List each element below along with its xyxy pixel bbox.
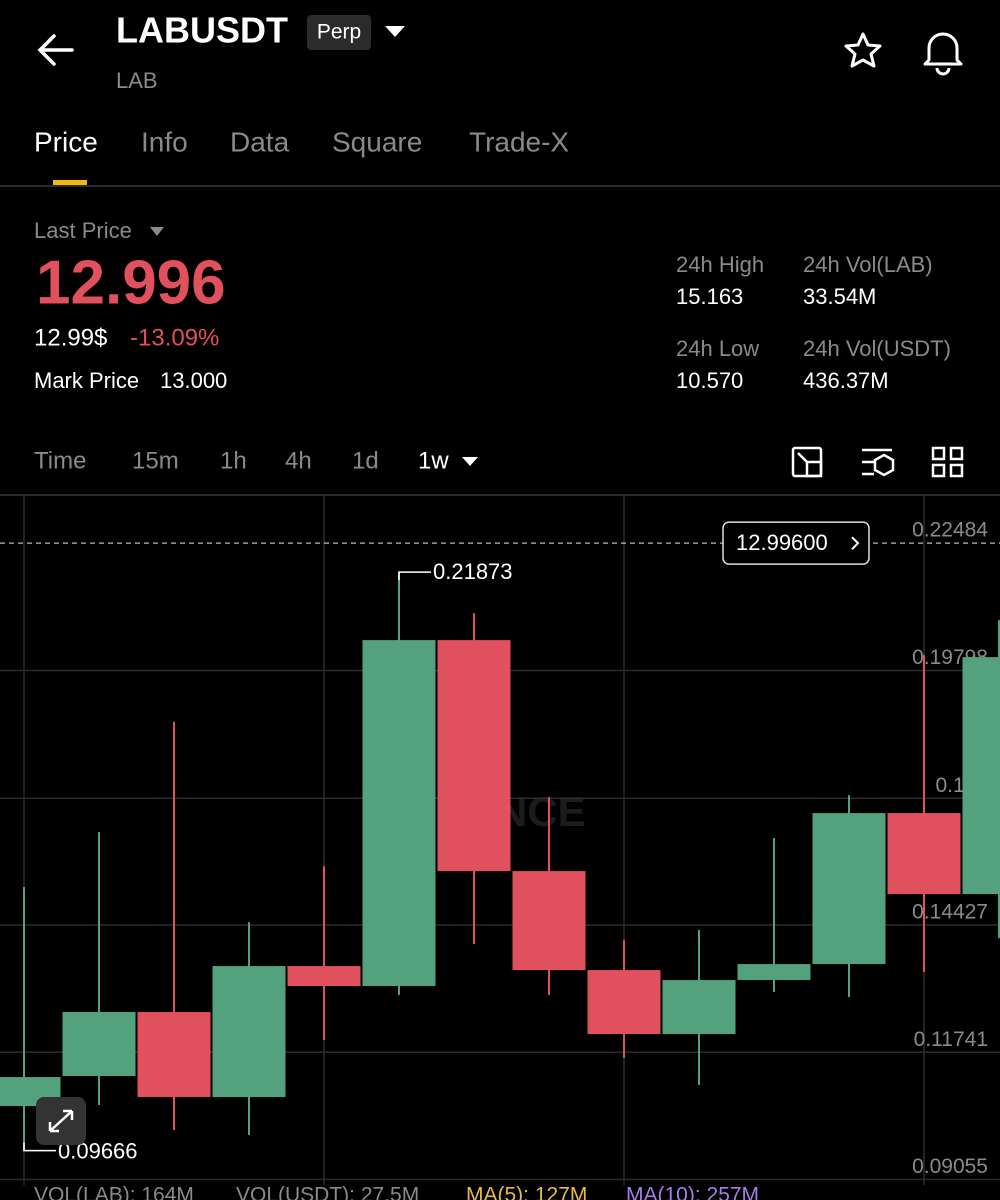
- min-leader: [23, 1142, 56, 1152]
- stat-value: 15.163: [676, 284, 743, 309]
- timeframe[interactable]: 4h: [285, 447, 312, 474]
- indicator-label: VOL(USDT): 27.5M: [236, 1184, 419, 1200]
- timeframe[interactable]: 1h: [220, 447, 247, 474]
- timeframe: Time: [34, 447, 86, 474]
- candle-body: [587, 970, 661, 1035]
- max-leader: [398, 571, 431, 581]
- candle-body: [437, 640, 511, 872]
- tab[interactable]: Data: [230, 126, 290, 157]
- alert-icon[interactable]: [923, 32, 963, 76]
- price-line-label[interactable]: 12.99600: [736, 530, 828, 555]
- price-change: -13.09%: [130, 324, 219, 351]
- price-type-dropdown[interactable]: [150, 227, 164, 236]
- timeframe[interactable]: 15m: [132, 447, 179, 474]
- stat-label: 24h Vol(USDT): [803, 336, 951, 361]
- timeframe[interactable]: 1d: [352, 447, 379, 474]
- candle-body: [137, 1012, 211, 1098]
- candle-body: [887, 813, 961, 895]
- stat-value: 436.37M: [803, 368, 889, 393]
- y-tick-label: 0.09055: [912, 1155, 988, 1178]
- candle-body: [962, 657, 1000, 895]
- favorite-icon[interactable]: [844, 32, 882, 68]
- indicator-label: MA(5): 127M: [466, 1184, 587, 1200]
- candle-body: [512, 871, 586, 971]
- timeframe[interactable]: 1w: [418, 447, 449, 474]
- candle-body: [212, 966, 286, 1098]
- price-line-box: [722, 521, 870, 565]
- indicator-label: VOL(LAB): 164M: [34, 1184, 194, 1200]
- tab[interactable]: Trade-X: [469, 126, 569, 157]
- candle-body: [737, 964, 811, 981]
- tab[interactable]: Info: [141, 126, 188, 157]
- candle-body: [362, 640, 436, 987]
- stat-value: 33.54M: [803, 284, 876, 309]
- y-tick-label: 0.14427: [912, 901, 988, 924]
- y-tick-label: 0.11741: [914, 1028, 988, 1051]
- candle-body: [62, 1012, 136, 1077]
- indicator-label: MA(10): 257M: [626, 1184, 759, 1200]
- timeframe-dropdown[interactable]: [462, 457, 478, 466]
- mark-price-label: Mark Price: [34, 368, 139, 393]
- badge-bg: [307, 15, 371, 50]
- stat-label: 24h Vol(LAB): [803, 252, 933, 277]
- usd-price: 12.99$: [34, 324, 107, 351]
- last-price: 12.996: [36, 248, 226, 317]
- symbol-dropdown[interactable]: [385, 26, 405, 37]
- mark-price: 13.000: [160, 368, 227, 393]
- tab[interactable]: Price: [34, 126, 98, 157]
- expand-button[interactable]: [36, 1097, 86, 1145]
- active-tab-indicator: [53, 180, 87, 185]
- back-button[interactable]: [37, 34, 74, 66]
- candle-body: [662, 980, 736, 1035]
- chart-tools[interactable]: [791, 446, 964, 478]
- stat-label: 24h High: [676, 252, 764, 277]
- stat-value: 10.570: [676, 368, 743, 393]
- price-line-chevron: [851, 536, 860, 550]
- last-price-label: Last Price: [34, 218, 132, 243]
- badge: Perp: [317, 21, 361, 44]
- subtitle: LAB: [116, 68, 158, 93]
- stat-label: 24h Low: [676, 336, 759, 361]
- tab[interactable]: Square: [332, 126, 422, 157]
- symbol-title: LABUSDT: [116, 10, 288, 51]
- max-annotation: 0.21873: [433, 559, 513, 584]
- y-tick-label: 0.22484: [912, 519, 988, 542]
- candle-body: [287, 966, 361, 987]
- candle-body: [812, 813, 886, 965]
